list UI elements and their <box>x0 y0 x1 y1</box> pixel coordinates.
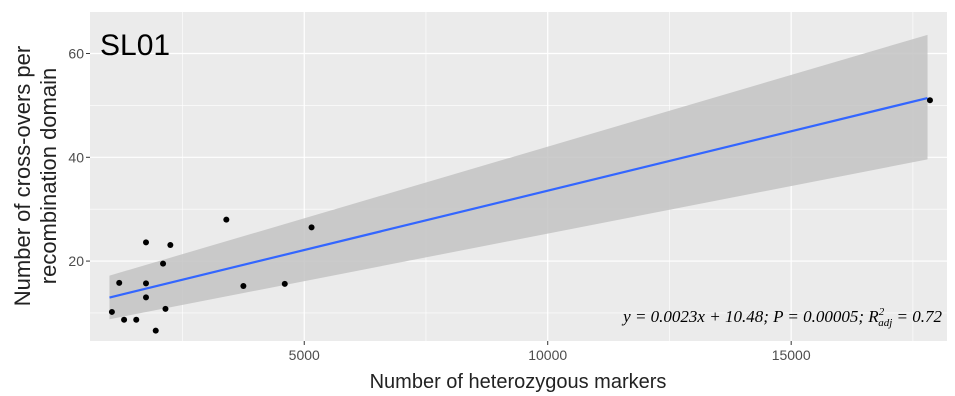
x-tick-label: 15000 <box>772 347 811 363</box>
y-axis-label: Number of cross-overs per recombination … <box>10 46 61 306</box>
data-point <box>240 282 247 289</box>
x-axis-label: Number of heterozygous markers <box>370 371 667 393</box>
data-point <box>116 279 123 286</box>
panel-label: SL01 <box>100 29 170 62</box>
data-point <box>133 316 140 323</box>
data-point <box>223 216 230 223</box>
axes: 5000 10000 15000 20 40 60 <box>68 46 810 363</box>
equation-superscript: 2 <box>879 306 885 318</box>
data-points <box>108 97 933 334</box>
data-point <box>152 327 159 334</box>
data-point <box>121 316 128 323</box>
data-point <box>308 224 315 231</box>
y-axis-label-line1: Number of cross-overs per <box>10 46 35 306</box>
regression-line <box>109 96 928 299</box>
y-tick-label: 40 <box>68 149 84 165</box>
data-point <box>142 294 149 301</box>
data-point <box>108 308 115 315</box>
y-axis-label-line2: recombination domain <box>36 68 61 284</box>
data-point <box>160 260 167 267</box>
equation-main: y = 0.0023x + 10.48; P = 0.00005; R <box>621 307 879 326</box>
x-tick-label: 10000 <box>528 347 567 363</box>
data-point <box>142 280 149 287</box>
equation-subscript: adj <box>878 317 892 329</box>
regression-equation: y = 0.0023x + 10.48; P = 0.00005; R2 adj … <box>621 306 942 329</box>
data-point <box>167 241 174 248</box>
y-tick-label: 60 <box>68 46 84 62</box>
data-point <box>162 305 169 312</box>
x-tick-label: 5000 <box>289 347 320 363</box>
data-point <box>281 280 288 287</box>
regression-line-layer <box>109 96 928 299</box>
data-point <box>142 239 149 246</box>
data-point <box>926 97 933 104</box>
y-tick-label: 20 <box>68 253 84 269</box>
equation-value: = 0.72 <box>892 307 942 326</box>
